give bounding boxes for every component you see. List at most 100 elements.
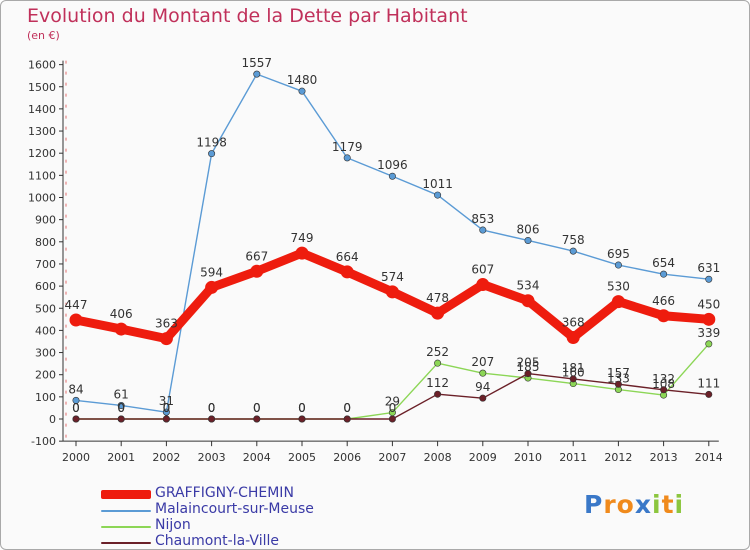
data-point — [660, 386, 668, 394]
data-point — [479, 369, 487, 377]
data-label: 758 — [562, 233, 585, 247]
data-label: 0 — [208, 401, 216, 415]
logo-letter: P — [584, 490, 604, 519]
data-point — [117, 401, 125, 409]
y-tick-label: 1600 — [28, 59, 56, 72]
data-point — [434, 359, 442, 367]
data-point — [298, 415, 306, 423]
x-tick-label: 2004 — [243, 451, 271, 464]
data-label: 607 — [471, 263, 494, 277]
data-label: 61 — [114, 387, 129, 401]
data-point — [614, 380, 622, 388]
data-point — [521, 294, 535, 308]
data-point — [566, 330, 580, 344]
data-label: 0 — [117, 401, 125, 415]
legend-label: GRAFFIGNY-CHEMIN — [155, 485, 294, 501]
x-tick-label: 2002 — [152, 451, 180, 464]
data-point — [660, 270, 668, 278]
data-label: 0 — [253, 401, 261, 415]
y-tick-label: 600 — [35, 280, 56, 293]
data-point — [298, 87, 306, 95]
data-label: 447 — [65, 298, 88, 312]
chart-title: Evolution du Montant de la Dette par Hab… — [27, 5, 468, 27]
y-tick-label: 100 — [35, 391, 56, 404]
logo-letter: r — [603, 490, 617, 519]
logo-letter: o — [616, 490, 635, 519]
data-label: 363 — [155, 317, 178, 331]
data-point — [434, 390, 442, 398]
data-point — [705, 340, 713, 348]
y-tick-label: -100 — [31, 435, 56, 448]
y-tick-label: 900 — [35, 214, 56, 227]
x-tick-label: 2008 — [424, 451, 452, 464]
data-point — [250, 264, 264, 278]
data-label: 0 — [298, 401, 306, 415]
data-label: 631 — [697, 261, 720, 275]
data-label: 534 — [517, 279, 540, 293]
legend-item: GRAFFIGNY-CHEMIN — [101, 485, 361, 502]
x-tick-label: 2005 — [288, 451, 316, 464]
x-tick-label: 2007 — [378, 451, 406, 464]
data-label: 181 — [562, 361, 585, 375]
y-tick-label: 400 — [35, 324, 56, 337]
data-point — [476, 278, 490, 292]
data-point — [343, 415, 351, 423]
data-label: 31 — [159, 394, 174, 408]
x-tick-label: 2010 — [514, 451, 542, 464]
data-label: 478 — [426, 291, 449, 305]
data-point — [385, 285, 399, 299]
y-tick-label: 1100 — [28, 169, 56, 182]
data-point — [159, 332, 173, 346]
data-label: 0 — [253, 401, 261, 415]
y-tick-label: 200 — [35, 369, 56, 382]
legend-label: Nijon — [155, 517, 191, 533]
data-label: 530 — [607, 280, 630, 294]
y-tick-label: 300 — [35, 347, 56, 360]
data-label: 339 — [697, 326, 720, 340]
data-label: 406 — [110, 307, 133, 321]
legend-label: Chaumont-la-Ville — [155, 533, 279, 549]
data-label: 94 — [475, 380, 490, 394]
data-label: 207 — [471, 355, 494, 369]
data-point — [72, 415, 80, 423]
legend-item: Malaincourt-sur-Meuse — [101, 501, 361, 518]
data-label: 654 — [652, 256, 675, 270]
data-label: 0 — [298, 401, 306, 415]
data-label: 368 — [562, 315, 585, 329]
legend-swatch — [101, 542, 151, 544]
data-point — [705, 275, 713, 283]
data-label: 205 — [517, 356, 540, 370]
data-label: 0 — [72, 401, 80, 415]
data-label: 0 — [208, 401, 216, 415]
data-label: 0 — [163, 401, 171, 415]
x-tick-label: 2003 — [198, 451, 226, 464]
x-tick-label: 2006 — [333, 451, 361, 464]
y-tick-label: 500 — [35, 302, 56, 315]
data-point — [162, 408, 170, 416]
data-label: 574 — [381, 270, 404, 284]
data-label: 450 — [697, 297, 720, 311]
data-label: 112 — [426, 376, 449, 390]
data-point — [569, 247, 577, 255]
x-tick-label: 2013 — [650, 451, 678, 464]
data-point — [208, 150, 216, 158]
y-tick-label: 1500 — [28, 81, 56, 94]
y-tick-label: 700 — [35, 258, 56, 271]
data-point — [72, 396, 80, 404]
data-point — [253, 70, 261, 78]
logo-letter: i — [674, 490, 685, 519]
data-label: 695 — [607, 247, 630, 261]
x-tick-label: 2000 — [62, 451, 90, 464]
data-label: 132 — [652, 372, 675, 386]
legend-swatch — [101, 526, 151, 528]
data-point — [388, 172, 396, 180]
data-point — [295, 246, 309, 260]
data-point — [705, 390, 713, 398]
y-tick-label: 800 — [35, 236, 56, 249]
x-tick-label: 2014 — [695, 451, 723, 464]
legend-swatch — [101, 490, 151, 499]
chart-unit: (en €) — [27, 29, 60, 42]
data-point — [569, 375, 577, 383]
